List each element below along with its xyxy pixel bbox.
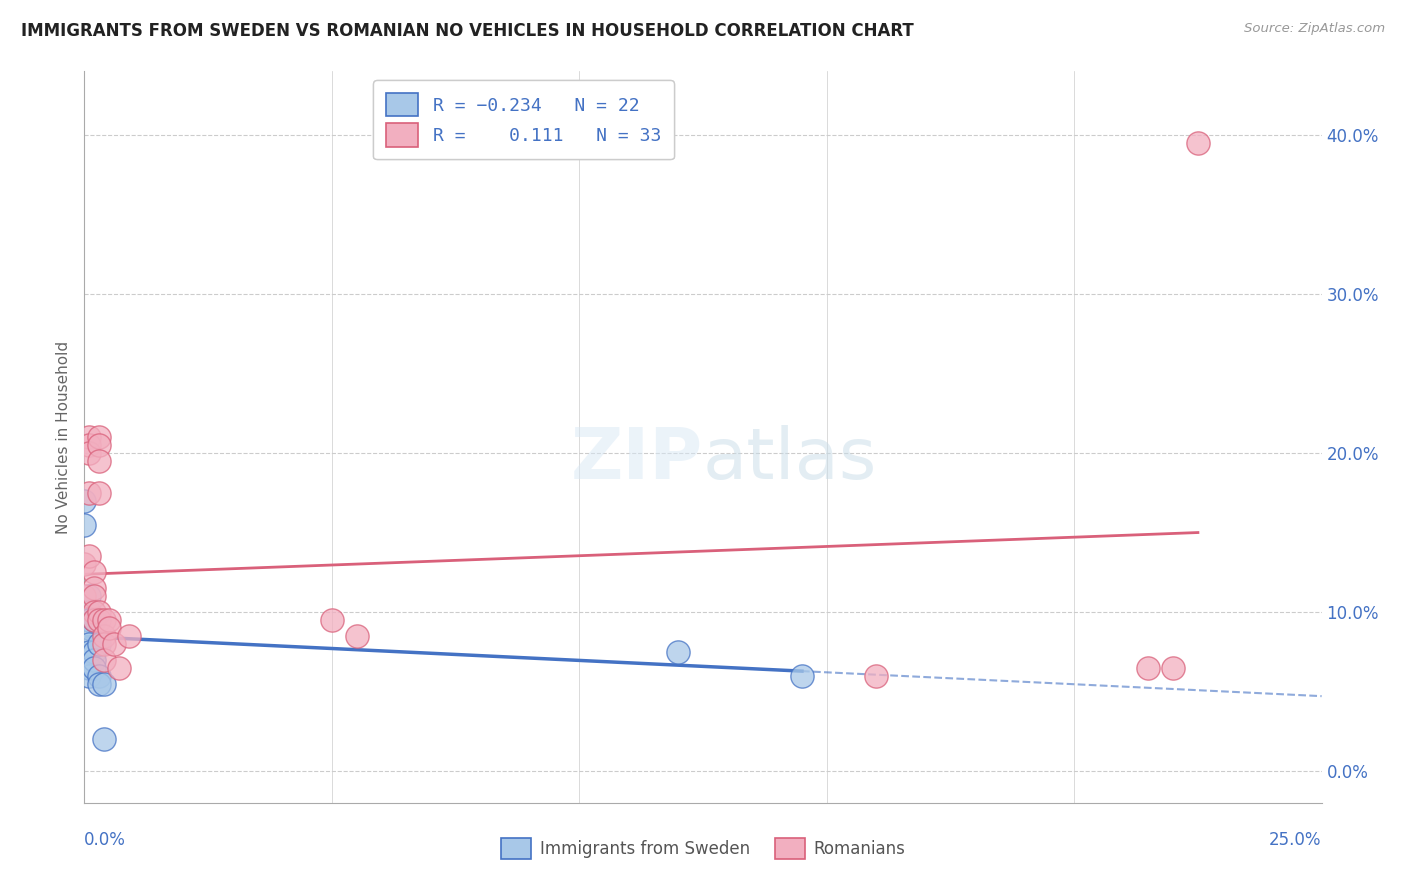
Point [73,597,96,611]
Point [79,621,101,635]
Point [79,637,101,651]
Point [93,732,115,747]
Point [79,668,101,682]
Point [83,660,105,674]
Point [103,637,125,651]
Point [89,613,111,627]
Point [93,629,115,643]
Point [118,629,141,643]
Point [346,629,368,643]
Point [79,446,101,460]
Point [83,581,105,595]
Point [89,668,111,682]
Point [89,438,111,452]
Point [790,668,813,682]
Point [73,558,96,572]
Point [89,430,111,444]
Point [321,613,343,627]
Point [89,637,111,651]
Point [83,589,105,603]
Point [79,589,101,603]
Point [666,645,689,659]
Point [83,605,105,619]
Point [83,613,105,627]
Point [108,660,131,674]
Point [79,605,101,619]
Point [73,493,96,508]
Point [83,653,105,667]
Point [83,613,105,627]
Point [93,637,115,651]
Point [89,676,111,690]
Legend: R = −0.234   N = 22, R =    0.111   N = 33: R = −0.234 N = 22, R = 0.111 N = 33 [374,80,673,160]
Point [79,613,101,627]
Point [93,676,115,690]
Point [89,605,111,619]
Point [79,660,101,674]
Point [98,621,121,635]
Point [1137,660,1160,674]
Point [79,549,101,564]
Text: atlas: atlas [703,425,877,493]
Point [73,589,96,603]
Text: ZIP: ZIP [571,425,703,493]
Point [79,430,101,444]
Point [89,454,111,468]
Point [83,645,105,659]
Text: IMMIGRANTS FROM SWEDEN VS ROMANIAN NO VEHICLES IN HOUSEHOLD CORRELATION CHART: IMMIGRANTS FROM SWEDEN VS ROMANIAN NO VE… [21,22,914,40]
Point [93,653,115,667]
Point [79,485,101,500]
Point [83,566,105,580]
Point [1187,136,1209,150]
Point [93,613,115,627]
Text: Source: ZipAtlas.com: Source: ZipAtlas.com [1244,22,1385,36]
Text: 25.0%: 25.0% [1270,831,1322,849]
Point [1161,660,1184,674]
Point [79,438,101,452]
Point [73,517,96,532]
Point [98,613,121,627]
Text: 0.0%: 0.0% [84,831,127,849]
Point [79,645,101,659]
Legend: Immigrants from Sweden, Romanians: Immigrants from Sweden, Romanians [495,831,911,866]
Y-axis label: No Vehicles in Household: No Vehicles in Household [56,341,72,533]
Point [865,668,887,682]
Point [89,485,111,500]
